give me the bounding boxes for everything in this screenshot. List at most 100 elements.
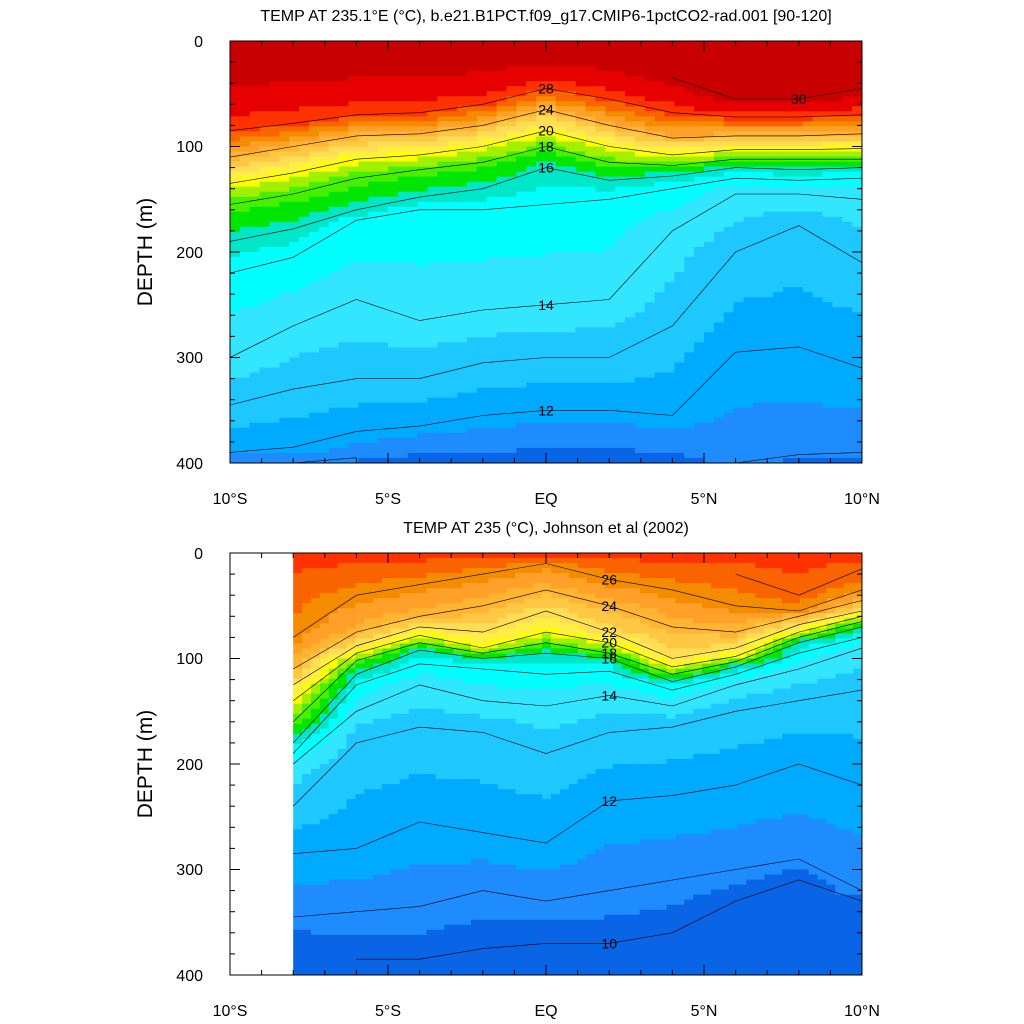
contour-fill-cell [338, 307, 350, 313]
contour-fill-cell [704, 252, 715, 258]
contour-fill-cell [694, 161, 705, 168]
contour-fill-cell [664, 417, 675, 424]
contour-fill-cell [417, 136, 429, 143]
contour-fill-cell [506, 186, 517, 193]
contour-fill-cell [467, 432, 478, 439]
contour-fill-cell [792, 231, 804, 238]
contour-fill-cell [625, 241, 636, 248]
contour-fill-cell [338, 292, 350, 298]
contour-fill-cell [654, 136, 666, 143]
contour-fill-cell [664, 357, 675, 364]
contour-fill-cell [684, 327, 695, 333]
contour-fill-cell [763, 161, 774, 168]
contour-fill-cell [328, 91, 340, 97]
contour-fill-cell [476, 211, 488, 218]
contour-fill-cell [457, 272, 468, 278]
contour-fill-cell [753, 46, 764, 52]
contour-fill-cell [358, 236, 369, 243]
contour-fill-cell [259, 41, 271, 47]
contour-fill-cell [239, 422, 251, 429]
contour-fill-cell [644, 121, 656, 127]
contour-fill-cell [526, 46, 537, 52]
contour-fill-cell [654, 56, 666, 62]
contour-fill-cell [417, 297, 429, 303]
contour-fill-cell [704, 342, 715, 349]
contour-fill-cell [555, 297, 567, 303]
contour-fill-cell [605, 332, 616, 338]
contour-fill-cell [328, 422, 340, 429]
contour-fill-cell [733, 146, 745, 153]
contour-fill-cell [595, 427, 606, 434]
contour-fill-cell [368, 377, 379, 384]
contour-fill-cell [555, 377, 567, 384]
contour-fill-cell [516, 442, 527, 449]
contour-fill-cell [773, 66, 784, 72]
contour-fill-cell [555, 176, 567, 183]
contour-fill-cell [328, 332, 340, 338]
contour-fill-cell [595, 257, 606, 263]
contour-fill-cell [792, 447, 804, 454]
contour-fill-cell [763, 252, 774, 258]
contour-fill-cell [792, 246, 804, 253]
contour-fill-cell [457, 442, 468, 449]
contour-fill-cell [565, 56, 577, 62]
contour-fill-cell [338, 447, 350, 454]
contour-fill-cell [486, 46, 498, 52]
contour-fill-cell [585, 457, 596, 463]
contour-fill-cell [733, 186, 745, 193]
contour-fill-cell [753, 151, 764, 158]
contour-fill-cell [575, 447, 587, 454]
contour-fill-cell [378, 352, 389, 359]
contour-fill-cell [713, 417, 725, 424]
contour-fill-cell [615, 352, 626, 359]
contour-fill-cell [654, 181, 666, 188]
contour-fill-cell [654, 392, 666, 399]
contour-fill-cell [664, 156, 675, 163]
contour-fill-cell [496, 282, 508, 288]
contour-fill-cell [309, 277, 320, 283]
contour-fill-cell [269, 61, 280, 67]
contour-fill-cell [506, 362, 517, 369]
contour-fill-cell [299, 297, 310, 303]
contour-fill-cell [605, 412, 616, 419]
contour-fill-cell [358, 46, 369, 52]
contour-fill-cell [309, 417, 320, 424]
contour-fill-cell [457, 417, 468, 424]
contour-fill-cell [546, 151, 557, 158]
contour-fill-cell [506, 206, 517, 213]
contour-fill-cell [348, 121, 359, 127]
contour-fill-cell [634, 161, 646, 168]
contour-fill-cell [279, 412, 290, 419]
contour-fill-cell [388, 297, 399, 303]
contour-fill-cell [615, 126, 626, 133]
contour-fill-cell [368, 327, 379, 333]
contour-fill-cell [230, 262, 241, 268]
contour-fill-cell [575, 56, 587, 62]
contour-fill-cell [595, 166, 606, 173]
contour-fill-cell [605, 322, 616, 328]
contour-fill-cell [397, 357, 409, 364]
contour-fill-cell [427, 41, 438, 47]
contour-fill-cell [309, 302, 320, 308]
contour-fill-cell [437, 191, 448, 198]
contour-fill-cell [694, 392, 705, 399]
contour-fill-cell [605, 241, 616, 248]
contour-fill-cell [348, 362, 359, 369]
contour-fill-cell [318, 442, 330, 449]
contour-fill-cell [733, 76, 745, 82]
contour-fill-cell [802, 236, 814, 243]
contour-fill-cell [309, 71, 320, 77]
contour-fill-cell [792, 41, 804, 47]
contour-fill-cell [368, 362, 379, 369]
contour-fill-cell [605, 267, 616, 273]
contour-fill-cell [467, 352, 478, 359]
contour-fill-cell [447, 111, 458, 117]
contour-fill-cell [664, 362, 675, 369]
contour-fill-cell [615, 206, 626, 213]
contour-fill-cell [289, 226, 300, 233]
contour-fill-cell [467, 412, 478, 419]
contour-fill-cell [615, 392, 626, 399]
contour-fill-cell [555, 357, 567, 364]
contour-fill-cell [289, 417, 300, 424]
contour-fill-cell [526, 427, 537, 434]
